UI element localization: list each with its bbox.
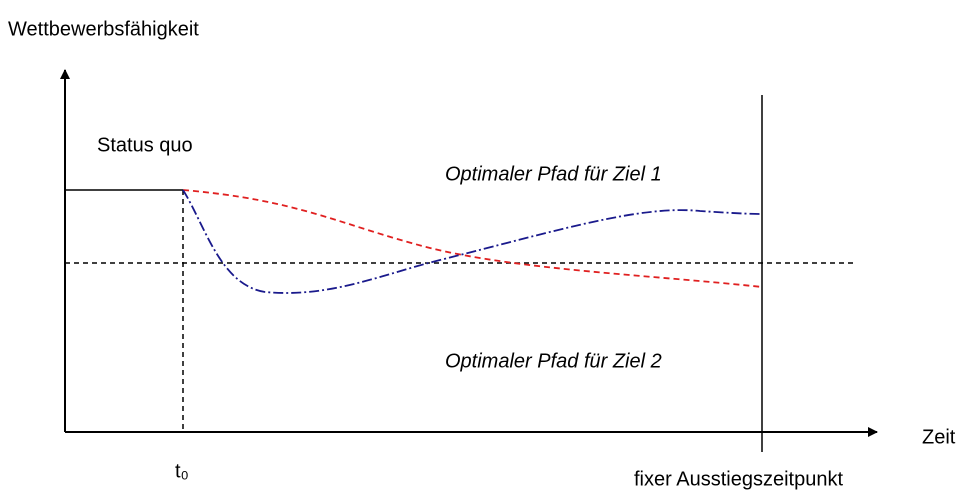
path-1 — [182, 189, 763, 288]
path-1-label: Optimaler Pfad für Ziel 1 — [445, 163, 662, 185]
y-axis-label: Wettbewerbsfähigkeit — [8, 18, 199, 40]
path-2 — [182, 189, 763, 294]
exit-label: fixer Ausstiegszeitpunkt — [634, 468, 843, 490]
path-2-label: Optimaler Pfad für Ziel 2 — [445, 350, 662, 372]
status-quo-label: Status quo — [97, 134, 193, 156]
t0-label: t₀ — [175, 460, 189, 482]
x-axis-label: Zeit — [922, 426, 956, 448]
